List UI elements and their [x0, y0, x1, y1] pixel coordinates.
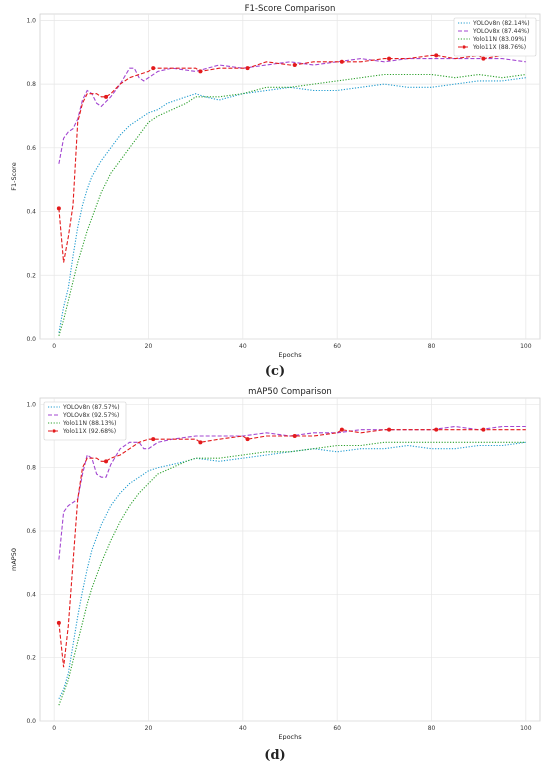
series-marker-3: [245, 437, 250, 442]
legend-label: YOLOv8n (82.14%): [472, 20, 530, 27]
legend-label: YOLOv8x (92.57%): [62, 412, 119, 419]
series-line-1: [58, 58, 526, 164]
series-line-1: [58, 425, 526, 560]
y-tick-label: 0.8: [26, 81, 36, 88]
chart-title: F1-Score Comparison: [245, 4, 336, 14]
f1-score-chart: 0 20 40 60 80 100 0.0 0.2 0.4 0.6 0.8 1.0 F1-Score C…: [10, 4, 541, 359]
series-marker-3: [104, 94, 109, 99]
x-tick-label: 20: [145, 725, 153, 732]
series-marker-3: [387, 427, 392, 432]
legend-label: YOLOv8x (87.44%): [472, 28, 529, 35]
series-marker-3: [198, 440, 203, 445]
y-axis-label: F1-Score: [10, 162, 18, 190]
series-line-3: [58, 54, 526, 263]
series-marker-3: [292, 434, 297, 438]
x-tick-label: 100: [520, 725, 532, 732]
x-tick-label: 100: [520, 343, 532, 350]
legend-marker: [52, 429, 56, 433]
x-tick-label: 60: [333, 343, 341, 350]
caption-c: (c): [264, 364, 286, 379]
x-axis-label: Epochs: [278, 733, 302, 740]
legend-box: [453, 17, 537, 57]
legend-marker: [462, 45, 466, 49]
series-marker-3: [104, 459, 109, 464]
y-tick-label: 0.0: [26, 718, 36, 725]
y-tick-label: 0.8: [26, 465, 36, 472]
plot-area: [39, 13, 541, 340]
caption-d: (d): [264, 748, 286, 763]
chart-panel-map50: 0 20 40 60 80 100 0.0 0.2 0.4 0.6 0.8 1.0 mAP50 Comp…: [0, 384, 550, 740]
y-tick-label: 0.6: [26, 528, 36, 535]
y-tick-label: 0.2: [26, 272, 36, 279]
y-tick-label: 0.4: [26, 209, 36, 216]
y-tick-label: 0.0: [26, 336, 36, 343]
legend-label: YOLOv8n (87.57%): [62, 404, 120, 411]
legend-label: Yolo11N (88.13%): [62, 420, 116, 427]
x-tick-label: 60: [333, 725, 341, 732]
series-marker-3: [434, 427, 439, 432]
y-tick-label: 1.0: [26, 401, 36, 408]
x-tick-label: 20: [145, 343, 153, 350]
legend-label: Yolo11X (88.76%): [472, 44, 526, 51]
series-line-0: [58, 77, 526, 333]
series-marker-3: [56, 620, 61, 625]
series-marker-3: [151, 66, 156, 71]
series-marker-3: [481, 56, 486, 61]
legend-label: Yolo11N (83.09%): [472, 36, 526, 43]
legend-label: Yolo11X (92.68%): [62, 428, 116, 435]
series-marker-3: [481, 427, 486, 432]
series-marker-3: [434, 53, 439, 58]
x-tick-label: 40: [239, 725, 247, 732]
x-tick-label: 0: [52, 343, 56, 350]
series-marker-3: [198, 69, 203, 74]
series-marker-3: [245, 66, 250, 71]
map50-chart: 0 20 40 60 80 100 0.0 0.2 0.4 0.6 0.8 1.0 mAP50 Comp…: [10, 387, 541, 740]
series-line-2: [58, 73, 526, 336]
y-tick-label: 0.6: [26, 145, 36, 152]
x-tick-label: 40: [239, 343, 247, 350]
series-marker-3: [151, 437, 156, 442]
plot-area: [39, 397, 541, 722]
y-tick-label: 1.0: [26, 17, 36, 24]
y-tick-label: 0.2: [26, 655, 36, 662]
series-marker-3: [387, 56, 392, 61]
chart-panel-f1: 0 20 40 60 80 100 0.0 0.2 0.4 0.6 0.8 1.0 F1-Score C…: [0, 0, 550, 364]
y-axis-label: mAP50: [10, 548, 18, 571]
series-marker-3: [292, 62, 297, 67]
series-marker-3: [339, 427, 344, 432]
x-axis-label: Epochs: [278, 351, 302, 359]
series-line-3: [58, 429, 526, 668]
y-tick-label: 0.4: [26, 591, 36, 598]
legend-box: [43, 401, 127, 441]
series-marker-3: [339, 59, 344, 64]
x-tick-label: 80: [428, 343, 436, 350]
series-marker-3: [56, 206, 61, 211]
chart-title: mAP50 Comparison: [248, 387, 332, 397]
x-tick-label: 80: [428, 725, 436, 732]
x-tick-label: 0: [52, 725, 56, 732]
